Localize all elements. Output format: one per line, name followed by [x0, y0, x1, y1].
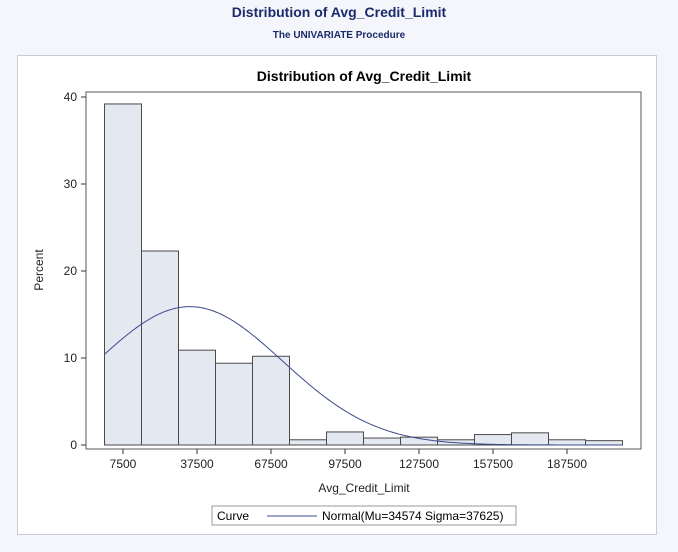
histogram-bar: [363, 437, 401, 446]
legend: Curve Normal(Mu=34574 Sigma=37625): [211, 505, 517, 526]
histogram-chart: Distribution of Avg_Credit_Limit 0 10 20 30…: [32, 68, 642, 526]
histogram-bar: [178, 349, 216, 446]
x-tick-label: 37500: [180, 457, 214, 471]
legend-box: [211, 505, 517, 526]
y-axis-label: Percent: [32, 249, 46, 291]
y-tick-label: 0: [70, 438, 77, 452]
histogram-bar: [252, 355, 290, 446]
histogram-bar: [215, 362, 253, 446]
x-axis-label: Avg_Credit_Limit: [318, 481, 410, 495]
page-title: Distribution of Avg_Credit_Limit: [231, 4, 447, 20]
plot-title: Distribution of Avg_Credit_Limit: [257, 68, 472, 84]
histogram-bar: [141, 250, 179, 446]
histogram-bar: [289, 439, 327, 446]
histogram-bar: [104, 103, 142, 446]
y-tick-label: 40: [64, 90, 78, 104]
chart-frame: Distribution of Avg_Credit_Limit 0 10 20 30…: [17, 55, 657, 535]
histogram-bar: [511, 432, 549, 446]
histogram-bar: [548, 439, 586, 446]
x-tick-label: 127500: [399, 457, 439, 471]
x-tick-label: 67500: [254, 457, 288, 471]
histogram-bar: [585, 440, 623, 446]
y-tick-label: 20: [64, 264, 78, 278]
y-tick-label: 30: [64, 177, 78, 191]
x-tick-label: 97500: [328, 457, 362, 471]
legend-header: Curve: [217, 509, 249, 523]
normal-curve: [104, 306, 623, 446]
legend-entry: Normal(Mu=34574 Sigma=37625): [322, 509, 503, 523]
y-tick-label: 10: [64, 351, 78, 365]
histogram-bar: [326, 431, 364, 446]
x-tick-label: 157500: [473, 457, 513, 471]
x-tick-label: 187500: [547, 457, 587, 471]
histogram-bar: [474, 434, 512, 446]
x-tick-label: 7500: [110, 457, 137, 471]
page-subtitle: The UNIVARIATE Procedure: [272, 30, 406, 41]
